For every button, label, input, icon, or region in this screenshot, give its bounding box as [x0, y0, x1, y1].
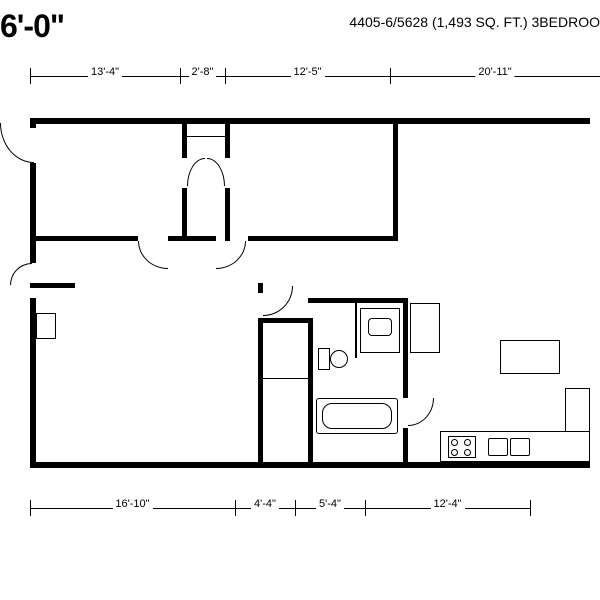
closet-shelf-low [263, 378, 308, 379]
wall-bath-right2 [403, 428, 408, 468]
kitchen-sink-r [510, 438, 530, 456]
dim-label: 2'-8" [189, 66, 217, 78]
wall-outer-left-mid [30, 163, 36, 263]
wall-top-v2b [225, 188, 230, 241]
toilet-tank [318, 348, 330, 370]
closet-shelf-top [187, 136, 225, 137]
burner-1 [451, 439, 458, 446]
kitchen-island [500, 340, 560, 374]
burner-3 [451, 449, 458, 456]
dim-tick [530, 500, 531, 516]
wall-left-h-lower [30, 283, 75, 288]
hall-closet [410, 303, 440, 353]
wall-bath-right [403, 298, 408, 398]
dim-label: 12'-4" [430, 498, 464, 510]
dim-tick [30, 68, 31, 84]
dim-label: 13'-4" [88, 66, 122, 78]
wall-low-v2 [308, 318, 313, 468]
door-arc-closet2 [207, 158, 225, 186]
dim-tick [390, 68, 391, 84]
dim-tick [365, 500, 366, 516]
floor-plan [10, 118, 590, 468]
dim-tick [235, 500, 236, 516]
wall-mid-h-1 [30, 236, 138, 241]
dim-label: 5'-4" [316, 498, 344, 510]
bath-partition [355, 303, 357, 358]
wall-outer-top [30, 118, 590, 124]
dim-label: 20'-11" [475, 66, 514, 78]
dim-label: 4'-4" [251, 498, 279, 510]
door-arc-left-lower [10, 263, 32, 285]
wall-low-h-closettop [258, 318, 313, 323]
door-arc-bath [408, 398, 434, 426]
burner-2 [464, 439, 471, 446]
title-left: 6'-0" [0, 8, 64, 45]
wall-top-v1b [182, 188, 187, 241]
dim-label: 12'-5" [290, 66, 324, 78]
dim-tick [180, 68, 181, 84]
dim-tick [295, 500, 296, 516]
toilet-bowl [330, 350, 348, 368]
kitchen-sink-l [488, 438, 508, 456]
dim-label: 16'-10" [112, 498, 152, 510]
wall-top-v3 [393, 118, 398, 241]
door-arc-bed2 [216, 241, 246, 269]
wall-top-v2 [225, 118, 230, 158]
wall-bath-top [308, 298, 408, 303]
door-arc-bed1 [138, 241, 168, 269]
wall-mid-h-3 [248, 236, 398, 241]
wall-outer-right-stub [584, 118, 590, 124]
dimensions-bottom: 16'-10" 4'-4" 5'-4" 12'-4" [0, 500, 600, 530]
dim-tick [30, 500, 31, 516]
title-right: 4405-6/5628 (1,493 SQ. FT.) 3BEDROO [349, 14, 600, 30]
door-arc-hall [263, 286, 293, 316]
door-arc-exterior-topleft [0, 123, 34, 163]
burner-4 [464, 449, 471, 456]
counter-run-right [565, 388, 590, 432]
dimensions-top: 13'-4" 2'-8" 12'-5" 20'-11" [0, 68, 600, 98]
wall-mid-h-2 [168, 236, 216, 241]
dim-tick [225, 68, 226, 84]
wall-low-v1 [258, 318, 263, 468]
sink-basin [368, 318, 392, 336]
bathtub-inner [322, 403, 392, 429]
fixture-left [36, 313, 56, 339]
wall-top-v1 [182, 118, 187, 158]
door-arc-closet1 [187, 158, 205, 186]
